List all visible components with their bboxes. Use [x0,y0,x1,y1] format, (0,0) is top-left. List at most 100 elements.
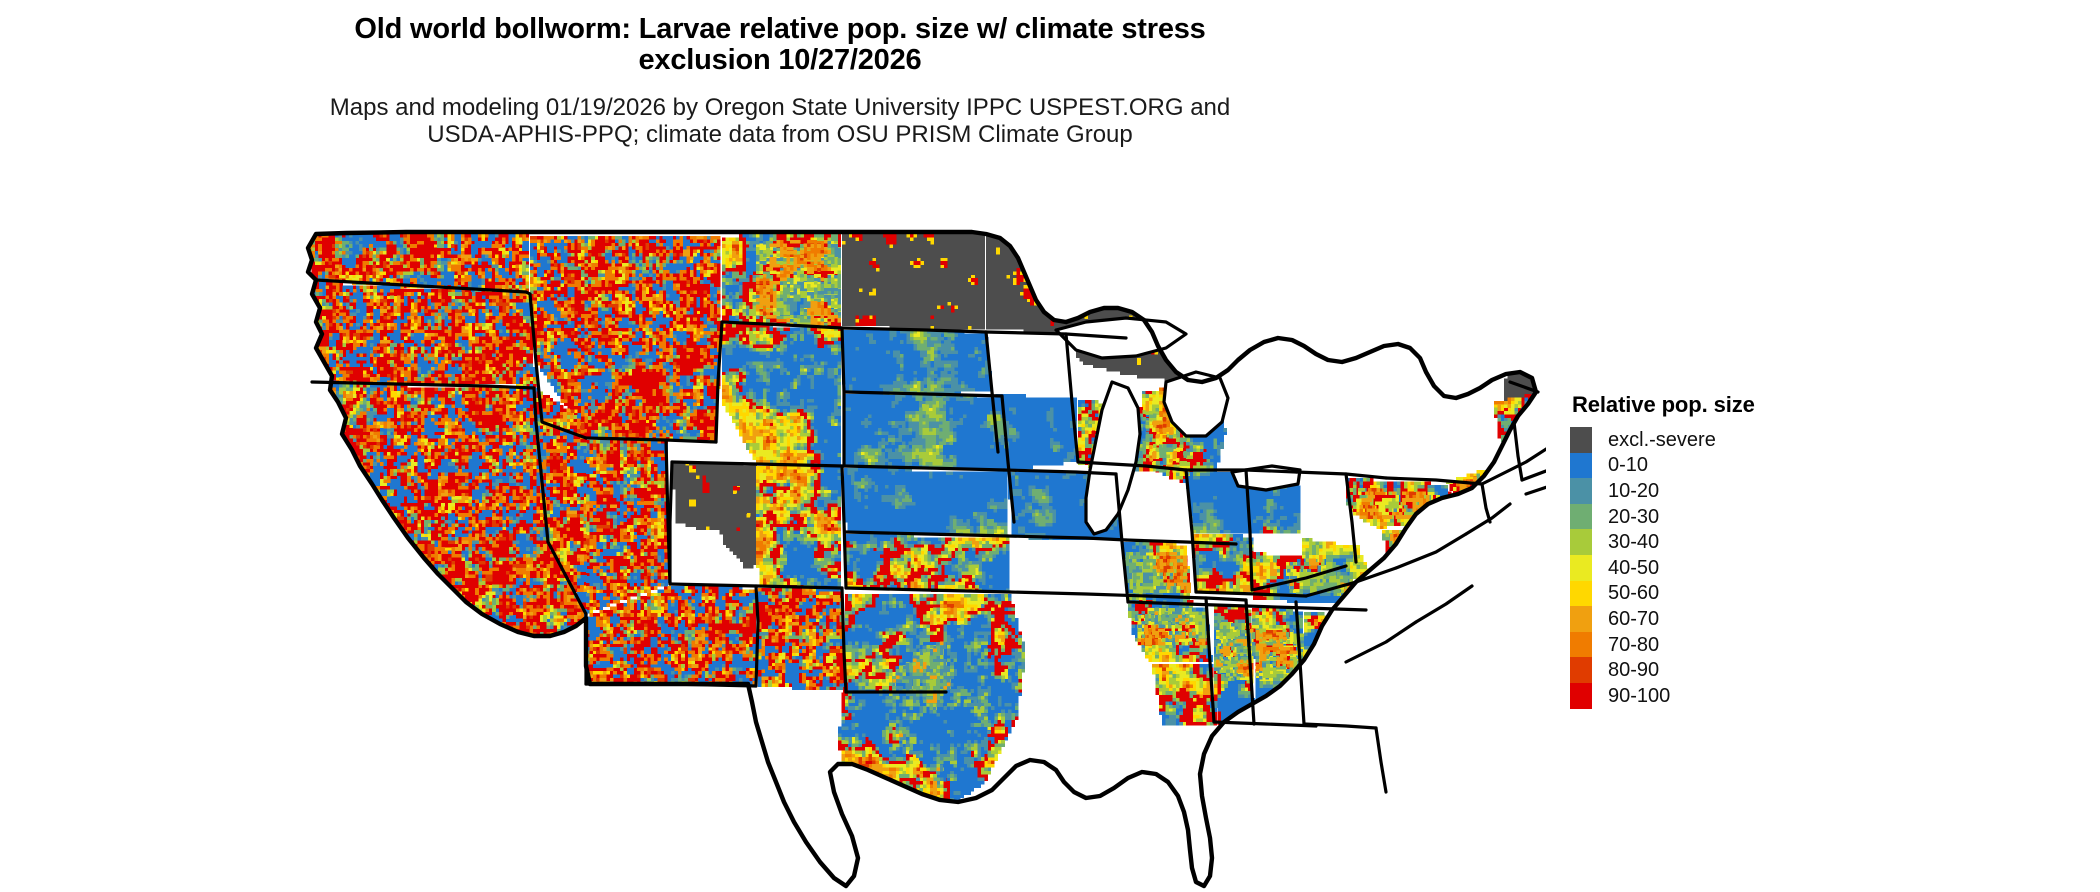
state-boundary [720,320,844,330]
state-boundary [1002,468,1118,476]
state-boundary [1250,564,1348,592]
state-boundary [714,320,724,444]
state-boundary [668,460,674,586]
state-boundary [1294,470,1388,480]
state-boundary [1114,472,1130,604]
great-lake-1 [1084,380,1142,536]
state-boundary [1204,596,1216,724]
legend-item: 0-10 [1570,452,1900,479]
state-boundary [1384,476,1484,486]
legend-title: Relative pop. size [1572,392,1755,417]
state-boundary [1076,460,1188,472]
legend-item: 30-40 [1570,529,1900,555]
raster-class-20-30 [311,234,1536,856]
legend-item: 70-80 [1570,631,1900,658]
page-subtitle: Maps and modeling 01/19/2026 by Oregon S… [270,93,1290,149]
state-boundary [754,584,760,688]
legend-label: 80-90 [1608,659,1660,682]
legend-label: 60-70 [1608,607,1660,630]
raster-class-10-20 [314,234,1536,873]
legend-label: 0-10 [1608,454,1649,477]
legend-item: 20-30 [1570,503,1900,530]
state-boundary [1374,726,1388,794]
state-boundary [840,326,988,334]
legend-swatch [1570,606,1592,632]
state-boundary [1480,482,1492,524]
state-boundary [1126,600,1248,608]
legend-swatch [1570,452,1592,479]
page-subtitle-line-1: Maps and modeling 01/19/2026 by Oregon S… [329,93,1231,121]
legend-swatch [1570,503,1592,530]
state-boundary [310,380,536,390]
state-boundary [984,330,1000,454]
state-boundary [670,460,844,468]
legend-label: 70-80 [1608,633,1660,656]
state-boundary [1394,532,1468,570]
legend-swatch [1570,529,1592,555]
state-boundary [1464,502,1512,536]
state-boundary [844,390,1004,398]
legend-item: 40-50 [1570,554,1900,581]
state-boundary [1480,447,1546,486]
map-legend: Relative pop. size excl.-severe 0-10 10-20… [1570,392,1900,709]
state-boundary [1344,620,1418,664]
legend-items: excl.-severe 0-10 10-20 20-30 30-40 40-50 50-6… [1570,427,1900,709]
national-outline [305,229,1539,889]
state-boundary [1006,534,1128,542]
state-boundary [1414,584,1474,624]
great-lake-3 [1162,370,1230,438]
state-boundary [840,326,846,468]
state-boundary [1302,722,1378,730]
legend-swatch [1570,554,1592,581]
legend-label: 20-30 [1608,505,1660,528]
state-boundary [1194,590,1308,598]
us-map-svg [305,229,1546,889]
state-boundary [1524,485,1546,496]
state-boundary [1244,604,1368,612]
state-boundary [840,464,848,590]
state-boundary [1184,468,1198,594]
raster-class-excl-severe [672,234,1536,596]
state-boundary [546,540,588,616]
state-boundary [1520,469,1546,482]
state-boundary [1212,720,1318,728]
page-title: Old world bollworm: Larvae relative pop.… [270,13,1290,77]
state-boundary [314,278,532,296]
legend-swatch [1570,427,1592,453]
page-title-line-2: exclusion 10/27/2026 [638,44,922,77]
legend-item: 60-70 [1570,606,1900,632]
page-subtitle-line-2: USDA-APHIS-PPQ; climate data from OSU PR… [427,120,1133,148]
legend-item: 10-20 [1570,478,1900,504]
page-title-line-1: Old world bollworm: Larvae relative pop.… [354,13,1206,45]
legend-label: 90-100 [1608,684,1671,707]
legend-item: excl.-severe [1570,427,1900,453]
legend-item: 80-90 [1570,657,1900,683]
state-boundary [1000,394,1016,524]
state-boundary [1184,468,1298,474]
legend-label: 40-50 [1608,556,1660,579]
state-boundary [844,530,1010,538]
state-boundary [528,292,588,440]
state-boundary [1344,472,1358,564]
state-boundary [844,586,1012,594]
legend-item: 90-100 [1570,682,1900,709]
state-boundary [1244,468,1254,592]
legend-swatch [1570,478,1592,504]
legend-label: excl.-severe [1608,428,1716,451]
state-boundary [1064,332,1080,464]
choropleth-map [286,222,1546,890]
state-boundary [1124,538,1238,546]
legend-swatch [1570,657,1592,683]
legend-label: 50-60 [1608,582,1660,605]
raster-class-60-70 [312,236,1518,853]
legend-label: 10-20 [1608,479,1660,502]
state-boundary [842,464,1006,472]
raster-class-90-100 [311,234,1536,853]
state-boundaries-layer [310,278,1546,794]
state-boundary [532,386,550,544]
legend-item: 50-60 [1570,580,1900,607]
title-block: Old world bollworm: Larvae relative pop.… [0,13,1560,149]
legend-swatch [1570,631,1592,658]
legend-label: 30-40 [1608,531,1660,554]
